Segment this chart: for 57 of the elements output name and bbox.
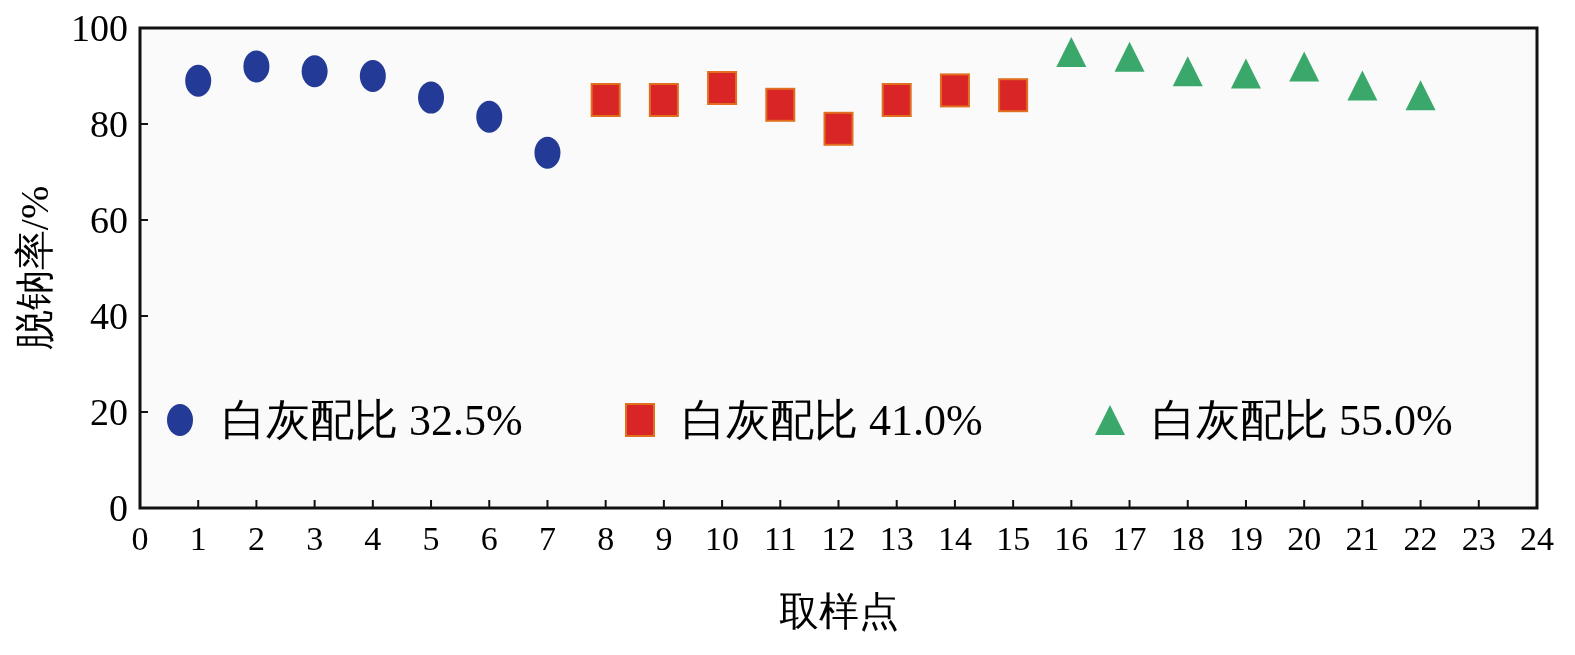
point — [998, 78, 1029, 113]
point — [1405, 80, 1436, 111]
x-tick-label: 14 — [937, 520, 972, 557]
x-tick-label: 7 — [538, 520, 556, 557]
legend-label: 白灰配比 41.0% — [682, 396, 983, 445]
x-tick-label: 15 — [996, 520, 1031, 557]
x-tick-label: 16 — [1054, 520, 1089, 557]
y-tick-label: 60 — [90, 199, 128, 241]
x-tick-label: 3 — [306, 520, 324, 557]
point — [359, 60, 386, 92]
point — [534, 136, 561, 169]
point — [301, 55, 328, 88]
x-tick-label: 6 — [480, 520, 498, 557]
point — [243, 50, 270, 83]
x-tick-label: 8 — [597, 520, 615, 557]
legend-label: 白灰配比 32.5% — [222, 396, 523, 445]
point — [1114, 41, 1145, 72]
point — [476, 100, 503, 133]
point — [823, 111, 854, 146]
x-tick-label: 22 — [1403, 520, 1438, 557]
point — [1347, 70, 1378, 101]
x-tick-label: 17 — [1112, 520, 1147, 557]
y-tick-label: 20 — [90, 391, 128, 433]
y-tick-label: 40 — [90, 295, 128, 337]
y-tick-label: 0 — [109, 487, 128, 529]
point — [881, 83, 912, 117]
x-tick-label: 4 — [364, 520, 382, 557]
point — [1289, 51, 1320, 82]
point — [590, 83, 621, 117]
x-tick-label: 2 — [247, 520, 265, 557]
point — [185, 64, 212, 97]
x-tick-label: 20 — [1287, 520, 1322, 557]
point — [765, 87, 796, 122]
point — [1230, 58, 1261, 89]
point — [418, 81, 445, 114]
point — [648, 83, 679, 117]
x-tick-label: 21 — [1345, 520, 1380, 557]
x-tick-label: 24 — [1520, 520, 1554, 557]
legend-label: 白灰配比 55.0% — [1152, 396, 1453, 445]
x-tick-label: 5 — [422, 520, 440, 557]
y-axis-title: 脱钠率/% — [12, 185, 57, 351]
x-tick-label: 13 — [879, 520, 914, 557]
x-tick-label: 9 — [655, 520, 673, 557]
x-axis-title: 取样点 — [778, 589, 899, 634]
x-tick-label: 1 — [189, 520, 207, 557]
x-tick-label: 11 — [763, 520, 797, 557]
y-tick-label: 80 — [90, 103, 128, 145]
x-tick-label: 23 — [1461, 520, 1496, 557]
y-tick-label: 100 — [71, 7, 128, 49]
x-tick-label: 12 — [821, 520, 856, 557]
point — [1056, 37, 1087, 67]
point — [939, 73, 970, 108]
x-tick-label: 18 — [1170, 520, 1205, 557]
x-tick-label: 19 — [1228, 520, 1263, 557]
point — [707, 71, 738, 105]
point — [1172, 56, 1203, 87]
x-tick-label: 10 — [705, 520, 740, 557]
